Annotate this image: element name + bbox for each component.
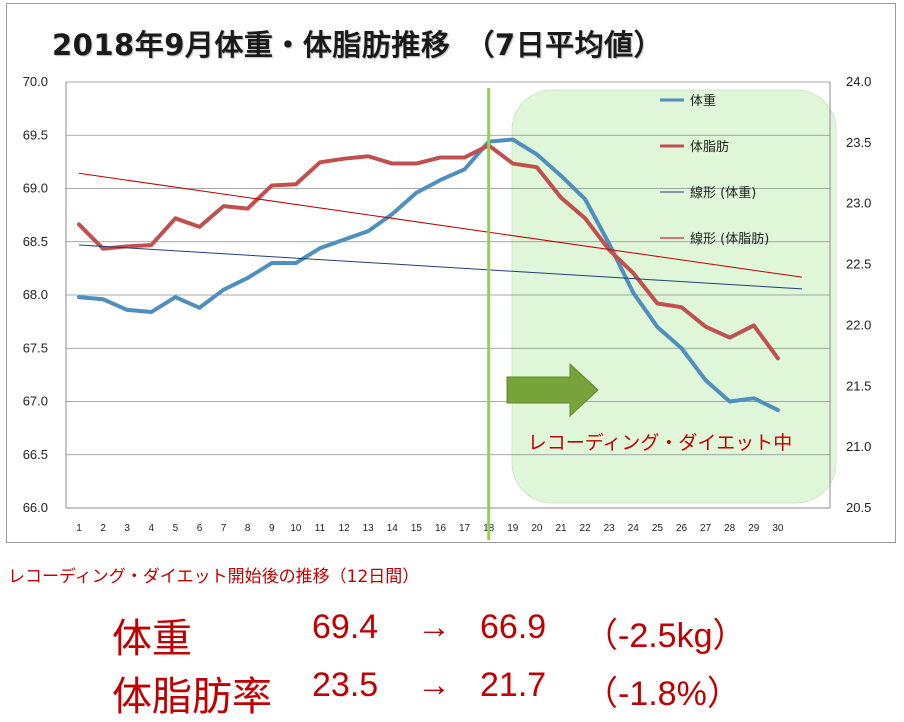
x-tick-label: 21: [555, 523, 567, 534]
x-tick-label: 2: [100, 523, 106, 534]
y-right-tick-label: 24.0: [846, 74, 871, 89]
recording-diet-label: レコーディング・ダイエット中: [528, 432, 792, 454]
summary-weight-arrow: →: [417, 608, 451, 646]
weight-trend-line: [78, 244, 802, 290]
x-tick-label: 30: [772, 523, 784, 534]
summary-heading: レコーディング・ダイエット開始後の推移（12日間）: [8, 567, 420, 587]
y-left-tick-label: 68.5: [23, 234, 48, 249]
x-tick-label: 29: [748, 523, 760, 534]
chart-title: 2018年9月体重・体脂肪推移 （7日平均値）: [52, 28, 664, 62]
y-right-tick-label: 21.0: [846, 439, 871, 454]
summary-weight-label: 体重: [112, 616, 192, 662]
y-left-tick-label: 67.5: [23, 340, 48, 355]
x-tick-label: 3: [124, 523, 130, 534]
summary-fat-arrow: →: [417, 666, 451, 704]
x-tick-label: 23: [604, 523, 616, 534]
x-tick-label: 19: [507, 523, 519, 534]
y-right-tick-label: 23.5: [846, 135, 871, 150]
right-arrow-icon: [506, 362, 599, 418]
legend-label: 体脂肪: [690, 139, 729, 155]
body-fat-series-line: [77, 143, 780, 361]
chart-area: 66.0 66.5 67.0 67.5 68.0 68.5 69.0 69.5 70.0 20.5…: [23, 74, 871, 540]
y-left-tick-label: 68.0: [23, 287, 48, 302]
x-tick-label: 14: [387, 523, 399, 534]
legend-label: 線形 (体重): [690, 185, 756, 201]
x-tick-label: 27: [700, 523, 712, 534]
x-tick-label: 24: [628, 523, 640, 534]
body-fat-trend-line: [78, 172, 802, 278]
y-left-tick-label: 66.0: [23, 500, 48, 515]
x-tick-label: 16: [435, 523, 447, 534]
y-right-tick-label: 22.0: [846, 317, 871, 332]
x-tick-label: 7: [221, 523, 227, 534]
x-tick-label: 8: [245, 523, 251, 534]
summary-weight-from: 69.4: [312, 608, 379, 646]
x-tick-label: 26: [676, 523, 688, 534]
summary-weight-to: 66.9: [480, 608, 547, 646]
x-tick-label: 25: [652, 523, 664, 534]
x-tick-label: 9: [269, 523, 275, 534]
x-tick-label: 1: [76, 523, 82, 534]
y-left-tick-label: 69.5: [23, 127, 48, 142]
y-right-tick-label: 21.5: [846, 378, 871, 393]
x-tick-label: 6: [197, 523, 203, 534]
summary-fat-change: （-1.8%）: [584, 675, 741, 713]
x-tick-label: 10: [290, 523, 302, 534]
x-tick-label: 22: [580, 523, 592, 534]
y-right-tick-label: 20.5: [846, 500, 871, 515]
x-tick-label: 20: [531, 523, 543, 534]
summary-fat-label: 体脂肪率: [112, 674, 272, 720]
y-left-tick-label: 66.5: [23, 447, 48, 462]
x-tick-label: 13: [363, 523, 375, 534]
y-left-tick-label: 70.0: [23, 74, 48, 89]
weight-series-line: [77, 137, 780, 413]
summary-fat-to: 21.7: [480, 666, 547, 704]
legend-label: 線形 (体脂肪): [690, 231, 769, 247]
summary-fat-from: 23.5: [312, 666, 379, 704]
x-tick-label: 28: [724, 523, 736, 534]
y-left-tick-label: 69.0: [23, 181, 48, 196]
legend-label: 体重: [690, 93, 716, 109]
x-tick-label: 17: [459, 523, 471, 534]
y-right-tick-label: 22.5: [846, 257, 871, 272]
x-tick-label: 11: [315, 523, 326, 534]
x-tick-label: 12: [339, 523, 351, 534]
x-tick-label: 4: [149, 523, 155, 534]
summary-weight-change: （-2.5kg）: [584, 617, 747, 655]
y-right-tick-label: 23.0: [846, 196, 871, 211]
x-tick-label: 15: [411, 523, 423, 534]
y-left-tick-label: 67.0: [23, 394, 48, 409]
x-tick-label: 5: [173, 523, 179, 534]
